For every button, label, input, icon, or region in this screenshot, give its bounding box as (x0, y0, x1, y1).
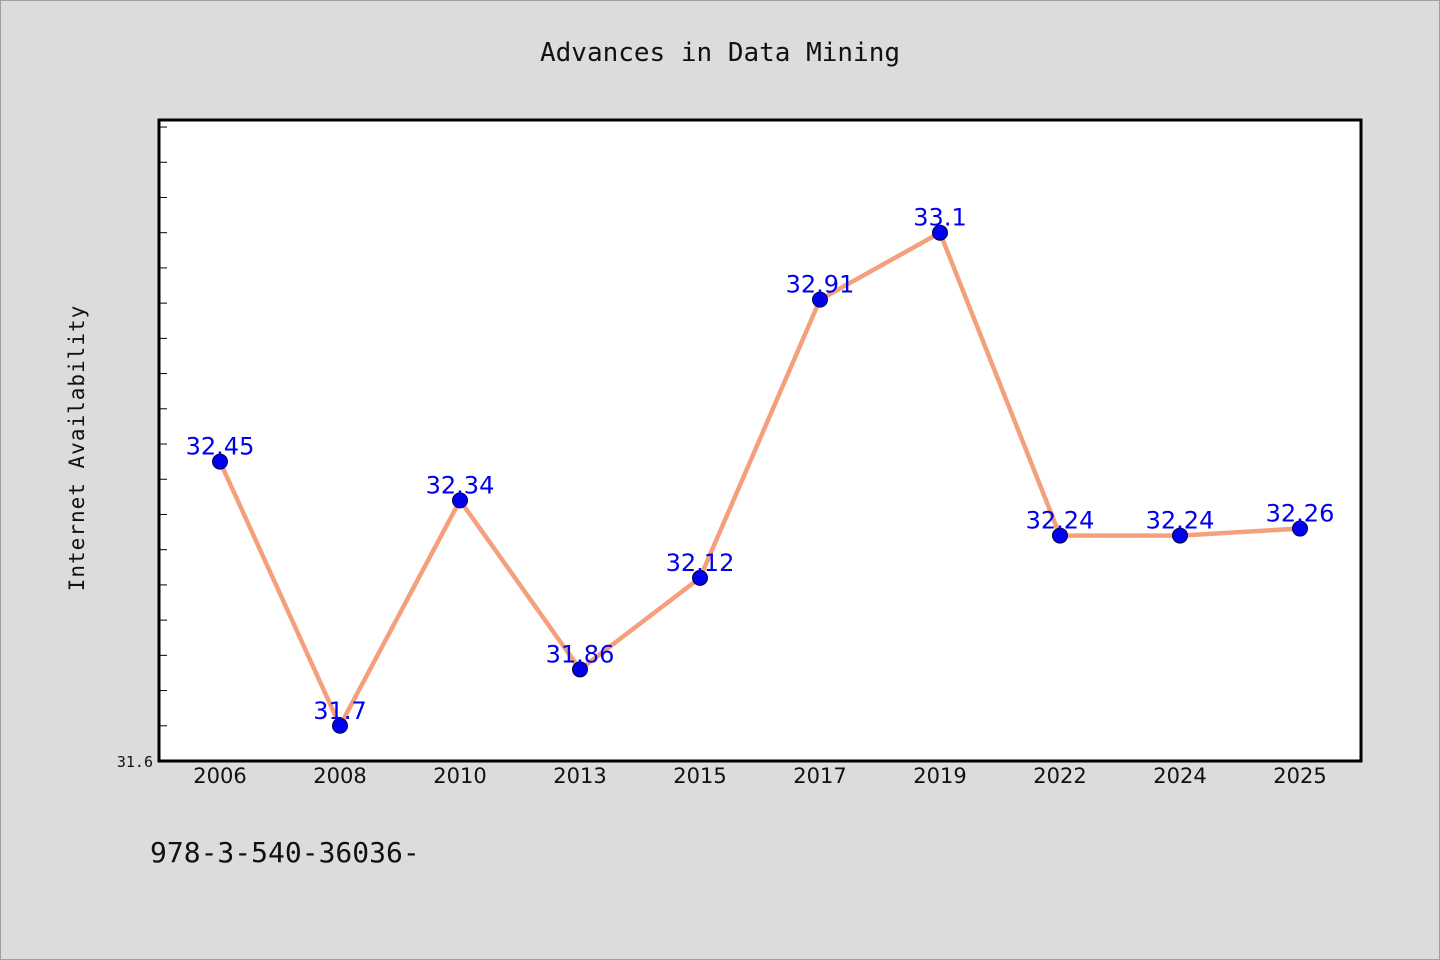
data-label: 32.26 (1266, 500, 1335, 528)
chart-title: Advances in Data Mining (540, 38, 900, 68)
x-tick-label: 2022 (1033, 764, 1086, 788)
y-axis-ticks: 31.6 (117, 126, 167, 771)
x-tick-label: 2008 (313, 764, 366, 788)
data-point-marker (212, 453, 228, 470)
data-label: 33.1 (913, 204, 966, 232)
series-line (217, 230, 1301, 729)
data-point-marker (1292, 520, 1308, 537)
data-labels: 32.45 31.7 32.34 31.86 32.12 32.91 33.1 32.24 32… (186, 204, 1335, 725)
series-line-group (217, 230, 1301, 729)
data-label: 32.34 (426, 471, 495, 499)
data-point-marker (1052, 527, 1068, 544)
data-point-marker (332, 717, 348, 734)
data-point-marker (692, 569, 708, 586)
y-tick-label: 31.6 (117, 753, 153, 771)
data-label: 31.86 (546, 640, 615, 668)
x-tick-label: 2013 (553, 764, 606, 788)
data-point-marker (932, 224, 948, 241)
data-markers (212, 224, 1308, 734)
x-tick-label: 2017 (793, 764, 846, 788)
x-tick-label: 2025 (1273, 764, 1326, 788)
data-label: 32.24 (1146, 507, 1215, 535)
y-axis-label: Internet Availability (65, 305, 89, 592)
data-point-marker (1172, 527, 1188, 544)
data-label: 32.24 (1026, 507, 1095, 535)
data-point-marker (452, 492, 468, 509)
x-tick-label: 2010 (433, 764, 486, 788)
data-label: 32.91 (786, 271, 855, 299)
data-point-marker (572, 661, 588, 678)
data-label: 32.45 (186, 433, 255, 461)
x-tick-label: 2024 (1153, 764, 1206, 788)
data-label: 32.12 (666, 549, 735, 577)
data-point-marker (812, 291, 828, 308)
data-label: 31.7 (313, 697, 366, 725)
x-tick-label: 2015 (673, 764, 726, 788)
x-tick-label: 2019 (913, 764, 966, 788)
footer-isbn-text: 978-3-540-36036- (150, 836, 420, 869)
x-tick-label: 2006 (193, 764, 246, 788)
x-axis-tick-labels: 2006 2008 2010 2013 2015 2017 2019 2022 2024 2025 (193, 764, 1326, 788)
